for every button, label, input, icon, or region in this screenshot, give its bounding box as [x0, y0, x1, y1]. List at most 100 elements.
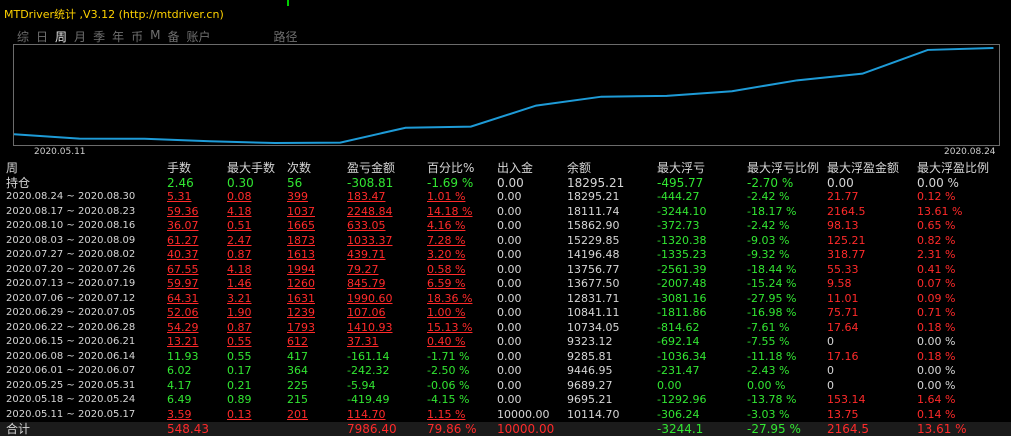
cell-max-float-loss: -3244.1: [657, 422, 704, 436]
tab-quarter[interactable]: 季: [93, 30, 106, 44]
cell-max-float-loss: 最大浮亏: [657, 161, 706, 175]
cell-lots: 61.27: [167, 233, 199, 247]
cell-lots: 手数: [167, 161, 192, 175]
cell-pct: 4.16 %: [427, 219, 466, 232]
cell-deposit: 0.00: [497, 277, 522, 290]
cell-count: 225: [287, 378, 308, 392]
cell-max-float-loss: -231.47: [657, 364, 700, 377]
cell-count: 1665: [287, 219, 315, 232]
cell-max-float-loss-pct: 0.00 %: [747, 378, 786, 392]
cell-pnl: -5.94: [347, 378, 376, 392]
table-row[interactable]: 2020.07.20 ~ 2020.07.26 67.55 4.18 1994 79.2…: [0, 263, 1011, 278]
table-row[interactable]: 2020.06.22 ~ 2020.06.28 54.29 0.87 1793 1410…: [0, 321, 1011, 336]
cell-count: 次数: [287, 161, 312, 175]
cell-pnl: 1033.37: [347, 233, 393, 247]
cell-max-lots: 4.18: [227, 262, 252, 276]
table-row[interactable]: 2020.07.13 ~ 2020.07.19 59.97 1.46 1260 845.…: [0, 277, 1011, 292]
cell-pnl: 183.47: [347, 190, 386, 203]
table-row[interactable]: 2020.05.11 ~ 2020.05.17 3.59 0.13 201 114.70…: [0, 408, 1011, 423]
cell-week: 持仓: [6, 176, 31, 190]
table-row[interactable]: 2020.06.01 ~ 2020.06.07 6.02 0.17 364 -242.3…: [0, 364, 1011, 379]
tab-notes[interactable]: 备: [167, 30, 180, 44]
cell-lots: 40.37: [167, 248, 199, 261]
cell-deposit: 0.00: [497, 204, 522, 218]
cell-pct: 7.28 %: [427, 233, 466, 247]
cell-week: 2020.07.13 ~ 2020.07.19: [6, 278, 136, 289]
table-row[interactable]: 2020.06.15 ~ 2020.06.21 13.21 0.55 612 37.31…: [0, 335, 1011, 350]
table-row[interactable]: 2020.06.29 ~ 2020.07.05 52.06 1.90 1239 107.…: [0, 306, 1011, 321]
cell-count: 612: [287, 335, 308, 348]
cell-max-float-profit: 21.77: [827, 190, 859, 203]
cell-max-float-loss: -1292.96: [657, 393, 707, 406]
cell-max-lots: 0.87: [227, 248, 252, 261]
table-row[interactable]: 2020.06.08 ~ 2020.06.14 11.93 0.55 417 -161.…: [0, 350, 1011, 365]
table-row[interactable]: 2020.08.24 ~ 2020.08.30 5.31 0.08 399 183.47…: [0, 190, 1011, 205]
cell-deposit: 0.00: [497, 349, 522, 363]
cell-week: 合计: [6, 422, 31, 436]
table-row[interactable]: 2020.05.25 ~ 2020.05.31 4.17 0.21 225 -5.94 -…: [0, 379, 1011, 394]
cell-pct: 14.18 %: [427, 204, 473, 218]
cell-max-float-profit: 55.33: [827, 262, 859, 276]
cell-max-float-loss: -3081.16: [657, 291, 707, 305]
cell-count: 1994: [287, 262, 315, 276]
cell-lots: 52.06: [167, 306, 199, 319]
cell-week: 2020.08.24 ~ 2020.08.30: [6, 191, 136, 202]
table-row[interactable]: 2020.07.06 ~ 2020.07.12 64.31 3.21 1631 1990…: [0, 292, 1011, 307]
cell-balance: 余额: [567, 161, 592, 175]
tab-day[interactable]: 日: [36, 30, 49, 44]
cell-count: 1631: [287, 291, 315, 305]
tab-m[interactable]: M: [150, 28, 161, 42]
cell-max-float-loss: -1036.34: [657, 349, 707, 363]
cell-max-lots: 2.47: [227, 233, 252, 247]
cell-max-float-loss: -2561.39: [657, 262, 707, 276]
cell-max-float-loss-pct: -7.61 %: [747, 320, 790, 334]
cell-balance: 9323.12: [567, 335, 613, 348]
table-row[interactable]: 2020.05.18 ~ 2020.05.24 6.49 0.89 215 -419.4…: [0, 393, 1011, 408]
cell-pct: -0.06 %: [427, 378, 470, 392]
cell-pnl: 盈亏金额: [347, 161, 396, 175]
balance-line: [14, 47, 994, 145]
cell-max-lots: 最大手数: [227, 161, 276, 175]
balance-point-2020.06.08: [274, 142, 276, 144]
tab-currency[interactable]: 币: [131, 30, 144, 44]
tab-week[interactable]: 周: [55, 30, 68, 44]
cell-max-lots: 3.21: [227, 291, 252, 305]
tab-summary[interactable]: 综: [17, 30, 30, 44]
tab-year[interactable]: 年: [112, 30, 125, 44]
cell-pnl: -308.81: [347, 176, 394, 190]
balance-point-2020.05.11: [14, 133, 15, 136]
cell-balance: 18295.21: [567, 190, 620, 203]
cell-count: 1260: [287, 277, 315, 290]
cell-deposit: 0.00: [497, 248, 522, 261]
cell-lots: 59.97: [167, 277, 199, 290]
cell-max-float-profit-pct: 0.00 %: [917, 335, 956, 348]
table-row[interactable]: 2020.08.17 ~ 2020.08.23 59.36 4.18 1037 2248…: [0, 205, 1011, 220]
cell-pnl: 2248.84: [347, 204, 393, 218]
balance-point-2020.08.24: [992, 47, 994, 49]
cell-week: 周: [6, 161, 19, 175]
table-row[interactable]: 2020.07.27 ~ 2020.08.02 40.37 0.87 1613 439.…: [0, 248, 1011, 263]
balance-chart-svg: [14, 47, 994, 145]
cell-max-float-loss: -814.62: [657, 320, 700, 334]
cell-balance: 15862.90: [567, 219, 620, 232]
cell-lots: 64.31: [167, 291, 199, 305]
table-row-total: 合计 548.43 7986.40 79.86 % 10000.00 -3244.1 -27…: [0, 422, 1011, 436]
cell-week: 2020.06.08 ~ 2020.06.14: [6, 350, 136, 362]
cell-max-float-profit: 0.00: [827, 176, 854, 190]
balance-point-2020.05.25: [143, 137, 146, 140]
tab-bar: 综 日 周 月 季 年 币 M 备 账户 路径: [17, 28, 305, 45]
cell-pnl: -242.32: [347, 364, 390, 377]
cell-pct: 0.58 %: [427, 262, 466, 276]
table-header: 周 手数 最大手数 次数 盈亏金额 百分比% 出入金 余额 最大浮亏 最大浮亏比例 最大浮盈金额 最大…: [0, 160, 1011, 177]
cell-pct: 3.20 %: [427, 248, 466, 261]
cell-pct: 79.86 %: [427, 422, 477, 436]
tab-month[interactable]: 月: [74, 30, 87, 44]
cell-max-float-profit-pct: 最大浮盈比例: [917, 161, 990, 175]
cell-max-lots: 0.51: [227, 219, 252, 232]
tab-account[interactable]: 账户: [186, 30, 211, 44]
table-row[interactable]: 2020.08.03 ~ 2020.08.09 61.27 2.47 1873 1033…: [0, 234, 1011, 249]
table-row[interactable]: 2020.08.10 ~ 2020.08.16 36.07 0.51 1665 633.…: [0, 219, 1011, 234]
tab-path[interactable]: 路径: [273, 30, 298, 44]
cell-deposit: 10000.00: [497, 422, 555, 436]
title-marker: [287, 0, 289, 6]
